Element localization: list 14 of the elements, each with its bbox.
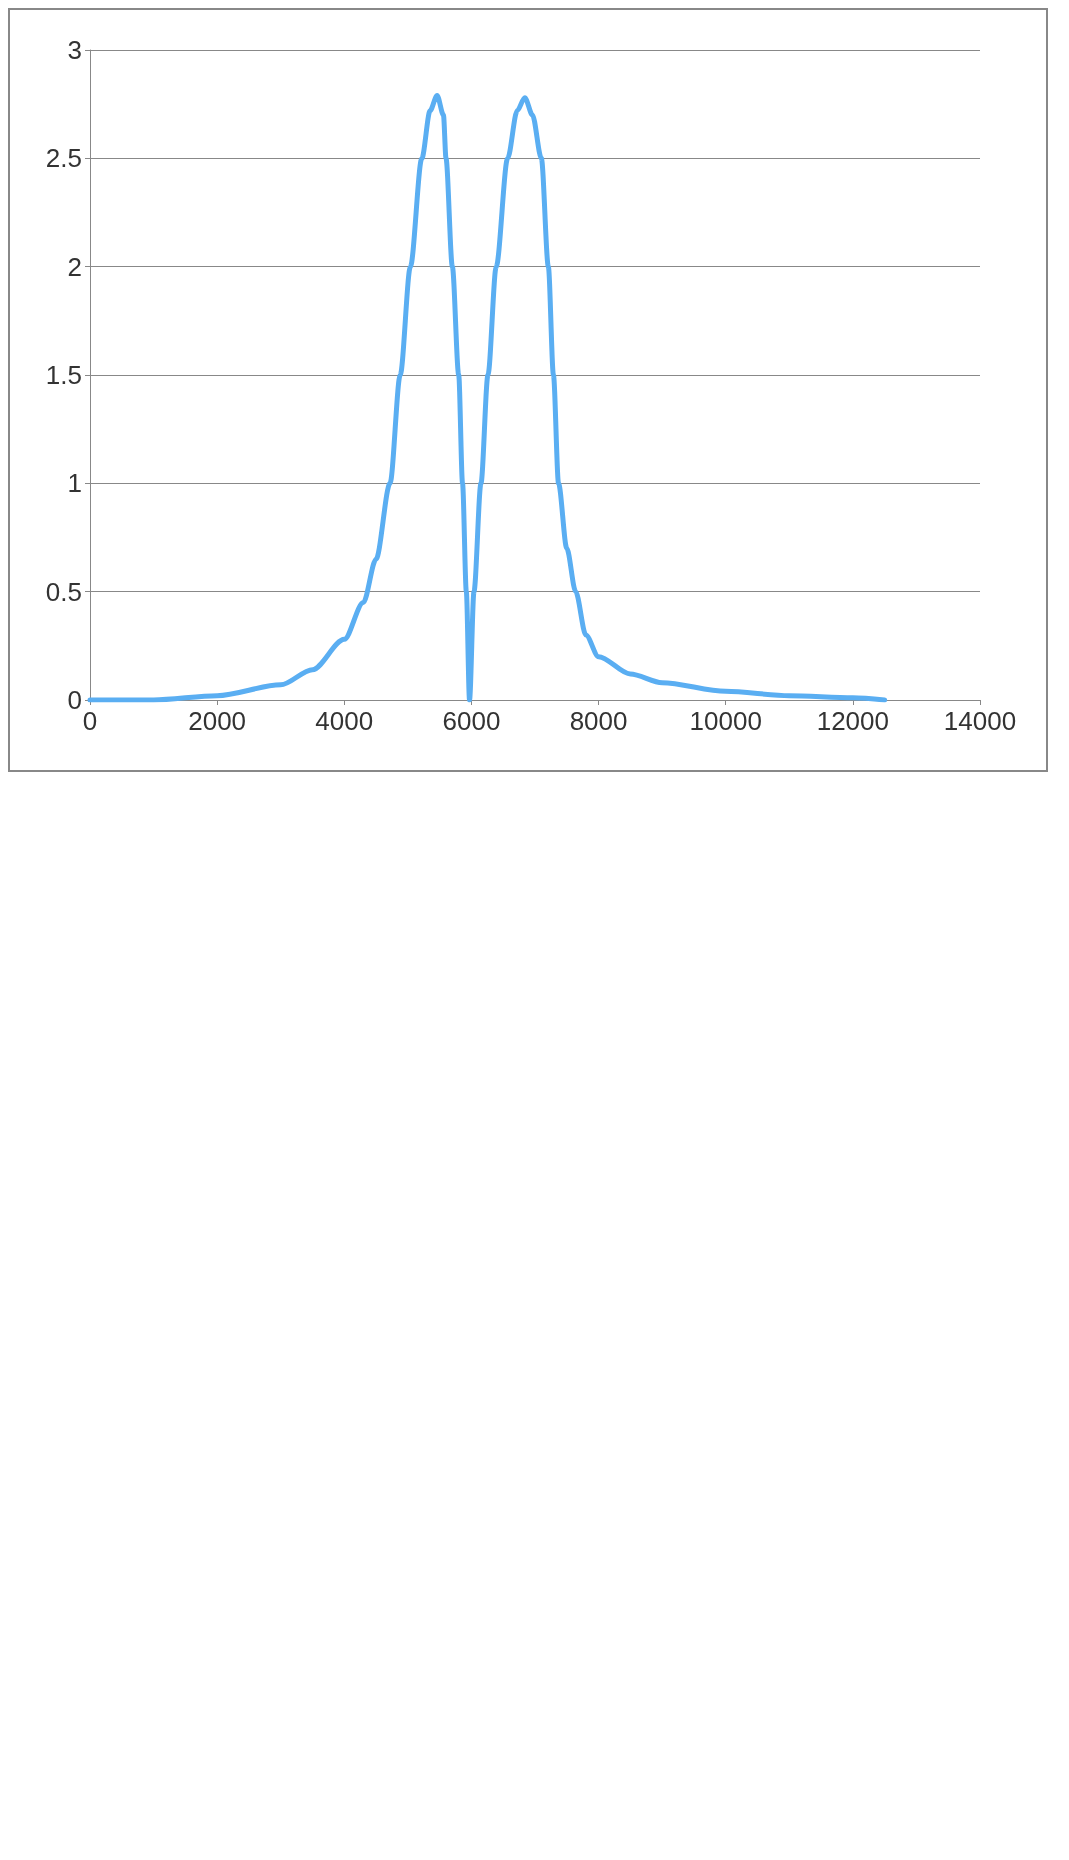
y-tick-label: 0 (67, 685, 82, 715)
x-tick-label: 12000 (816, 706, 890, 736)
y-tick-label: 0.5 (45, 576, 82, 607)
x-tick-label: 8000 (569, 706, 628, 736)
y-tick-label: 3 (67, 35, 82, 65)
x-tick-label: 4000 (315, 706, 374, 736)
y-tick-label: 1.5 (45, 360, 82, 390)
y-tick-label: 2.5 (45, 143, 82, 174)
x-tick-label: 10000 (689, 706, 762, 736)
x-tick-label: 6000 (442, 706, 501, 736)
x-tick-label: 14000 (943, 706, 1017, 736)
y-tick-label: 1 (67, 468, 82, 499)
x-tick-label: 2000 (188, 706, 247, 736)
y-tick-label: 2 (67, 251, 82, 282)
